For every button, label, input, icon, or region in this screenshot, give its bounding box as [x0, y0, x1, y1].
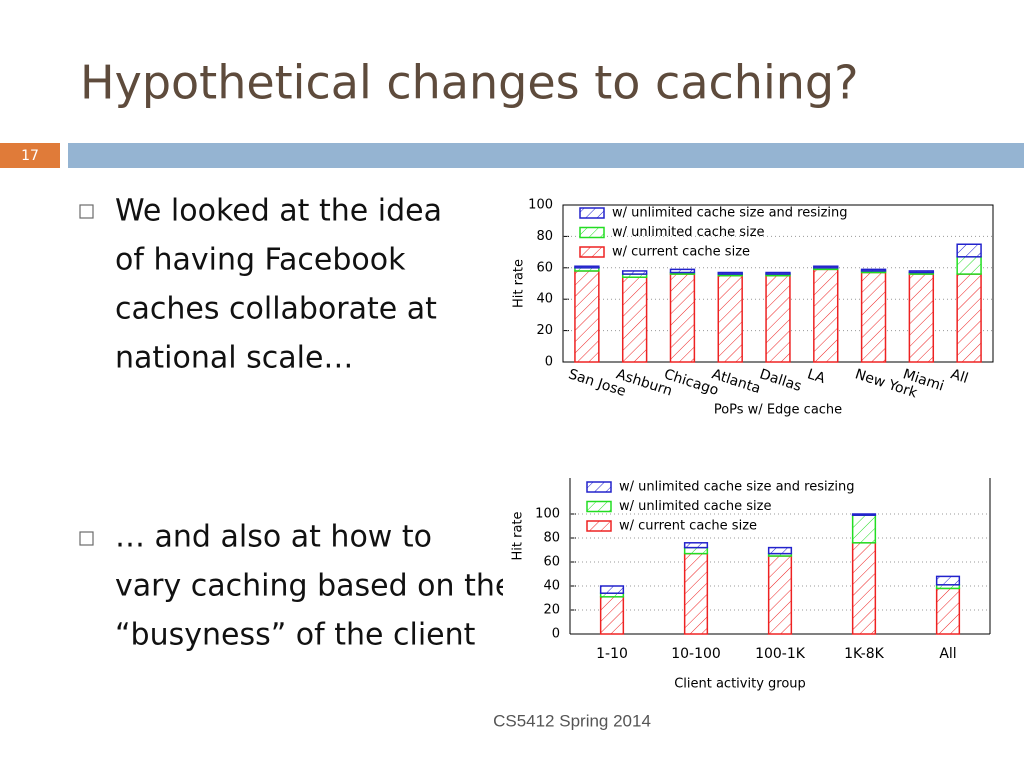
bar-segment — [599, 585, 625, 594]
legend-swatch — [586, 520, 612, 532]
y-tick-label: 0 — [545, 355, 553, 370]
bar-segment — [717, 271, 743, 275]
x-tick-label: 1-10 — [596, 646, 628, 662]
y-tick-label: 40 — [536, 292, 553, 307]
x-tick-label: 1K-8K — [844, 646, 885, 662]
bar-segment — [767, 546, 793, 555]
number-box — [0, 143, 60, 168]
legend-swatch — [579, 207, 605, 219]
x-tick-label: 10-100 — [671, 646, 721, 662]
y-tick-label: 80 — [543, 531, 560, 546]
bullet-icon — [79, 531, 94, 546]
y-tick-label: 20 — [543, 603, 560, 618]
bar-segment — [813, 268, 839, 363]
y-tick-label: 40 — [543, 579, 560, 594]
bar-segment — [683, 546, 709, 555]
header-bar — [68, 143, 1024, 168]
bar-segment — [669, 268, 696, 274]
y-tick-label: 60 — [543, 555, 560, 570]
slide-title: Hypothetical changes to caching? — [80, 56, 859, 110]
legend-label: w/ unlimited cache size and resizing — [612, 206, 848, 221]
bar-segment — [813, 265, 839, 269]
bar-segment — [669, 273, 696, 363]
legend-swatch — [586, 500, 612, 513]
bar-segment — [767, 555, 793, 635]
y-tick-label: 60 — [536, 260, 553, 275]
bullet-text: … and also at how to — [115, 520, 432, 555]
legend-label: w/ unlimited cache size — [612, 225, 764, 240]
y-axis-label: Hit rate — [512, 259, 527, 308]
bar-segment — [860, 268, 887, 272]
bar-segment — [683, 542, 709, 549]
bar-segment — [621, 276, 648, 363]
bar-segment — [599, 596, 625, 635]
bullet-text: vary caching based on the — [115, 569, 513, 604]
bar-segment — [908, 273, 935, 363]
x-axis-label: Client activity group — [674, 677, 806, 692]
bar-segment — [851, 514, 877, 544]
slide-number: 17 — [21, 148, 39, 164]
legend-label: w/ unlimited cache size — [619, 499, 771, 514]
x-tick-label: All — [949, 366, 970, 387]
bar-segment — [574, 270, 600, 363]
bar-segment — [683, 552, 709, 635]
y-axis-label: Hit rate — [511, 511, 526, 560]
legend-swatch — [579, 246, 605, 258]
bar-segment — [621, 270, 648, 275]
bar-segment — [956, 256, 982, 275]
bar-segment — [935, 575, 961, 586]
y-tick-label: 80 — [536, 229, 553, 244]
bar-segment — [851, 542, 877, 635]
legend-label: w/ unlimited cache size and resizing — [619, 480, 855, 495]
bar-segment — [956, 243, 982, 258]
chart: 0 20 40 60 80 100 1-10 10-100 100-1K 1K-8K All w/ c… — [503, 470, 1024, 700]
bar-segment — [908, 270, 935, 274]
x-tick-label: 100-1K — [755, 646, 806, 662]
x-axis-label: PoPs w/ Edge cache — [714, 403, 842, 418]
x-tick-label: LA — [805, 366, 827, 387]
y-tick-label: 0 — [552, 627, 560, 642]
bullet-text: national scale… — [115, 341, 353, 376]
x-tick-label: All — [939, 646, 956, 662]
y-tick-label: 20 — [536, 323, 553, 338]
legend-swatch — [586, 481, 612, 493]
bar-segment — [574, 265, 600, 269]
legend-label: w/ current cache size — [612, 245, 750, 260]
bullet-text: We looked at the idea — [115, 194, 442, 229]
bar-segment — [935, 587, 961, 635]
bar-segment — [765, 271, 791, 275]
legend-swatch — [579, 226, 605, 239]
bar-segment — [765, 274, 791, 363]
bar-segment — [717, 274, 743, 363]
y-tick-label: 100 — [528, 198, 553, 213]
bar-segment — [956, 273, 982, 363]
bullet-text: “busyness” of the client — [115, 618, 476, 653]
y-tick-label: 100 — [535, 507, 560, 522]
bullet-text: of having Facebook — [115, 243, 406, 278]
bullet-text: caches collaborate at — [115, 292, 437, 327]
legend-label: w/ current cache size — [619, 519, 757, 534]
bar-segment — [851, 513, 877, 516]
bar-segment — [860, 271, 887, 363]
bullet-icon — [79, 204, 94, 219]
footer: CS5412 Spring 2014 — [493, 711, 651, 730]
